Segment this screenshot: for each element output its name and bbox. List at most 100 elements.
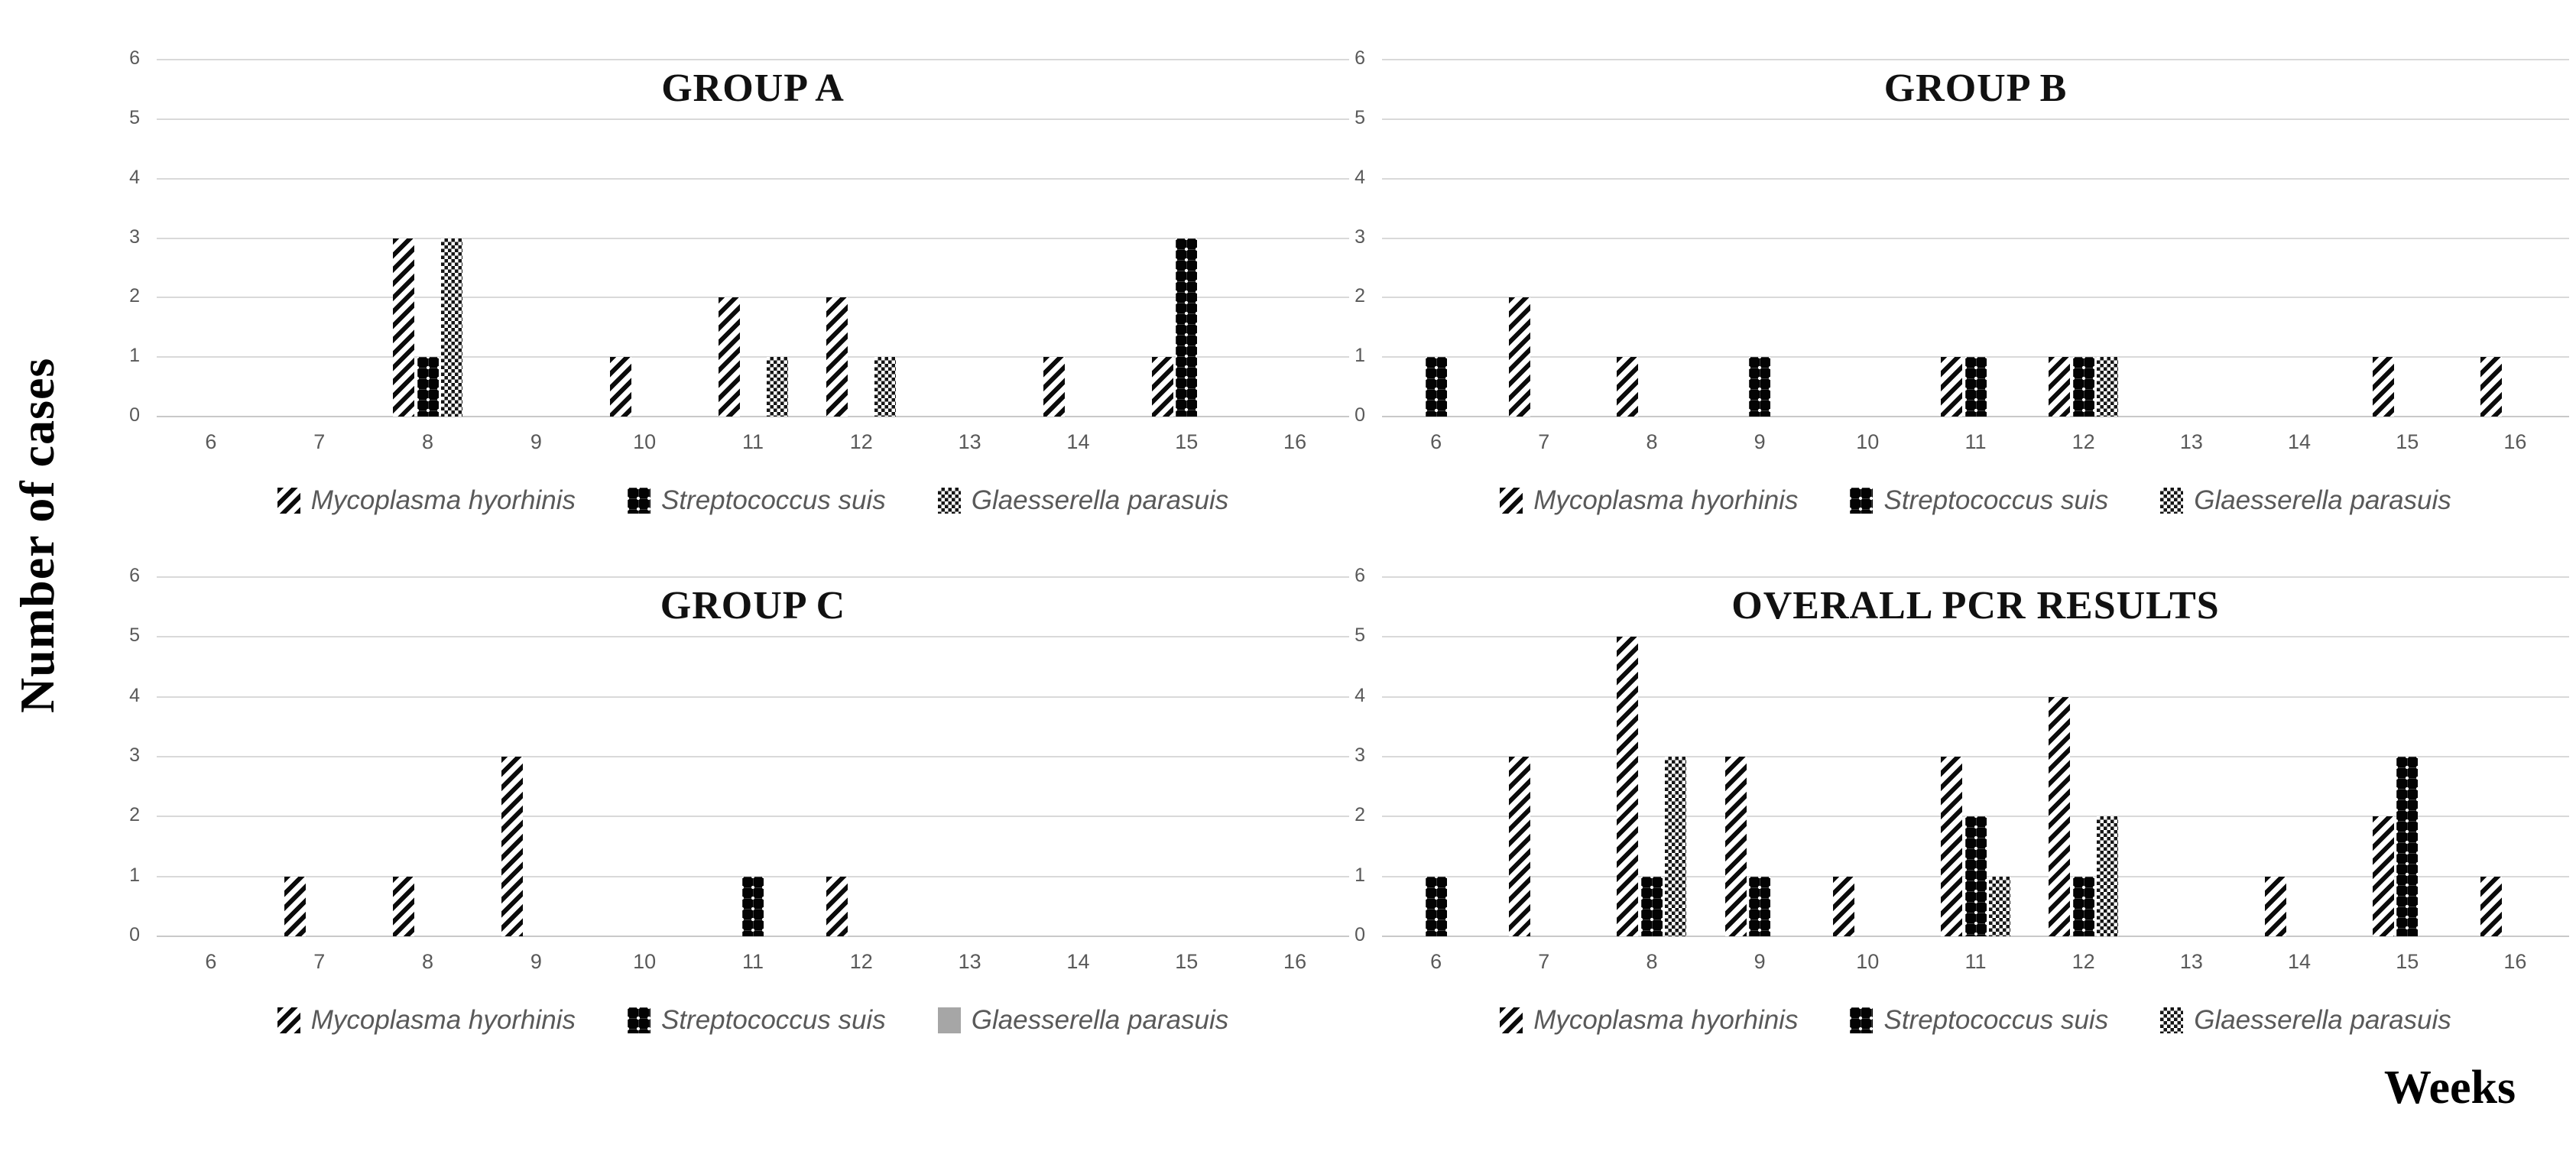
bar-mycoplasma-hyorhinis-week-8 — [1617, 357, 1639, 417]
legend-label: Streptococcus suis — [660, 1005, 886, 1035]
y-tick-label: 1 — [1355, 864, 1365, 886]
x-tick-label: 10 — [1856, 430, 1880, 453]
bar-mycoplasma-hyorhinis-week-10 — [1832, 876, 1854, 936]
x-tick-label: 15 — [1175, 950, 1199, 973]
legend-swatch-dots-icon — [1850, 488, 1874, 514]
y-tick-label: 2 — [129, 804, 140, 826]
legend-label: Mycoplasma hyorhinis — [310, 1005, 576, 1035]
gridline — [157, 816, 1349, 818]
gridline — [1382, 118, 2569, 120]
bar-mycoplasma-hyorhinis-week-14 — [1043, 357, 1065, 417]
y-tick-label: 4 — [1355, 684, 1365, 706]
x-tick-label: 16 — [1283, 950, 1307, 973]
legend-swatch-solid-icon — [937, 1007, 961, 1033]
y-tick-label: 6 — [1355, 565, 1365, 586]
legend-swatch-checker-icon — [2160, 488, 2184, 514]
legend-label: Mycoplasma hyorhinis — [1533, 485, 1799, 515]
x-tick-label: 9 — [530, 430, 542, 453]
bar-streptococcus-suis-week-8 — [417, 357, 439, 417]
x-tick-label: 6 — [205, 430, 217, 453]
y-tick-label: 1 — [129, 345, 140, 367]
x-tick-label: 14 — [1066, 950, 1090, 973]
y-tick-label: 5 — [129, 106, 140, 128]
y-tick-label: 3 — [1355, 744, 1365, 766]
y-tick-label: 0 — [129, 924, 140, 945]
x-tick-label: 6 — [205, 950, 217, 973]
bar-mycoplasma-hyorhinis-week-14 — [2264, 876, 2286, 936]
bar-mycoplasma-hyorhinis-week-7 — [284, 876, 307, 936]
legend-item-glaesserella-parasuis: Glaesserella parasuis — [937, 485, 1229, 516]
bar-mycoplasma-hyorhinis-week-11 — [1941, 757, 1962, 936]
y-tick-label: 2 — [129, 285, 140, 307]
bar-streptococcus-suis-week-12 — [2072, 357, 2094, 417]
legend-swatch-dots-icon — [627, 1007, 650, 1033]
panel-title: GROUP A — [661, 66, 845, 110]
bar-streptococcus-suis-week-11 — [742, 876, 764, 936]
x-tick-label: 16 — [1283, 430, 1307, 453]
bar-streptococcus-suis-week-8 — [1640, 876, 1663, 936]
bar-streptococcus-suis-week-6 — [1425, 876, 1447, 936]
bar-streptococcus-suis-week-9 — [1749, 876, 1771, 936]
x-tick-label: 11 — [741, 430, 764, 453]
bar-glaesserella-parasuis-week-12 — [2097, 357, 2119, 417]
gridline — [1382, 59, 2569, 60]
plot-area: GROUP B — [1382, 59, 2569, 417]
x-tick-label: 11 — [741, 950, 764, 973]
y-tick-label: 4 — [129, 684, 140, 706]
x-tick-label: 15 — [2396, 950, 2419, 973]
bar-mycoplasma-hyorhinis-week-16 — [2480, 357, 2502, 417]
x-tick-label: 10 — [1856, 950, 1880, 973]
x-tick-label: 7 — [1538, 950, 1550, 973]
x-axis-line — [157, 936, 1349, 937]
x-tick-label: 8 — [1646, 430, 1658, 453]
x-tick-label: 16 — [2503, 950, 2527, 973]
bar-mycoplasma-hyorhinis-week-15 — [2372, 357, 2394, 417]
gridline — [157, 177, 1349, 180]
x-tick-label: 14 — [2288, 430, 2312, 453]
legend-label: Glaesserella parasuis — [971, 485, 1229, 515]
x-tick-label: 12 — [849, 950, 873, 973]
plot-area: GROUP A — [157, 59, 1349, 417]
legend-label: Mycoplasma hyorhinis — [310, 485, 576, 515]
x-tick-label: 8 — [1646, 950, 1658, 973]
y-tick-label: 2 — [1355, 285, 1365, 307]
x-tick-label: 8 — [422, 950, 434, 973]
legend-swatch-dots-icon — [1850, 1007, 1874, 1033]
x-tick-label: 8 — [422, 430, 434, 453]
bar-mycoplasma-hyorhinis-week-16 — [2480, 876, 2502, 936]
bar-mycoplasma-hyorhinis-week-12 — [826, 297, 848, 417]
bar-glaesserella-parasuis-week-8 — [441, 238, 463, 417]
x-tick-label: 15 — [1175, 430, 1199, 453]
legend-item-mycoplasma-hyorhinis: Mycoplasma hyorhinis — [277, 485, 576, 516]
plot-area: OVERALL PCR RESULTS — [1382, 576, 2569, 937]
x-tick-label: 12 — [2072, 430, 2095, 453]
x-axis-line — [1382, 416, 2569, 417]
bar-streptococcus-suis-week-9 — [1749, 357, 1771, 417]
bar-streptococcus-suis-week-15 — [1176, 238, 1198, 417]
x-tick-label: 12 — [849, 430, 873, 453]
gridline — [1382, 696, 2569, 698]
y-tick-label: 6 — [129, 47, 140, 69]
bar-mycoplasma-hyorhinis-week-8 — [393, 238, 415, 417]
y-tick-label: 3 — [129, 744, 140, 766]
gridline — [157, 297, 1349, 299]
x-tick-label: 13 — [2179, 950, 2203, 973]
y-tick-label: 3 — [129, 225, 140, 248]
bar-mycoplasma-hyorhinis-week-15 — [1151, 357, 1173, 417]
legend-item-mycoplasma-hyorhinis: Mycoplasma hyorhinis — [277, 1005, 576, 1036]
y-tick-label: 5 — [1355, 624, 1365, 647]
bar-mycoplasma-hyorhinis-week-12 — [826, 876, 848, 936]
legend-label: Streptococcus suis — [1883, 485, 2109, 515]
legend-label: Glaesserella parasuis — [2194, 485, 2451, 515]
gridline — [157, 576, 1349, 578]
bar-mycoplasma-hyorhinis-week-12 — [2049, 696, 2071, 936]
x-tick-label: 15 — [2396, 430, 2419, 453]
x-tick-label: 7 — [1538, 430, 1550, 453]
y-tick-label: 1 — [1355, 345, 1365, 367]
x-tick-label: 9 — [1754, 950, 1766, 973]
y-tick-label: 1 — [129, 864, 140, 886]
x-tick-label: 7 — [313, 950, 326, 973]
x-tick-label: 14 — [1066, 430, 1090, 453]
gridline — [157, 237, 1349, 239]
bar-glaesserella-parasuis-week-12 — [874, 357, 897, 417]
